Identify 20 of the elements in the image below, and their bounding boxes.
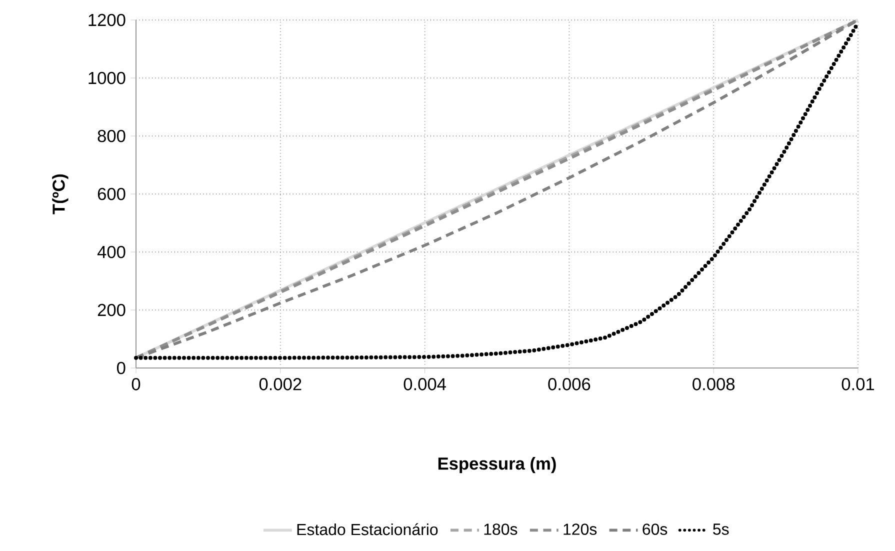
y-tick-label: 1000: [88, 72, 126, 84]
y-tick-label: 1200: [88, 14, 126, 26]
x-tick-label: 0: [132, 378, 140, 390]
y-axis-title: T(ºC): [52, 174, 68, 214]
x-tick-label: 0.004: [404, 378, 446, 390]
y-tick-label: 600: [98, 188, 126, 200]
y-tick-label: 400: [97, 246, 126, 258]
y-tick-label: 200: [98, 304, 126, 316]
x-tick-label: 0.01: [842, 378, 874, 390]
x-tick-label: 0.002: [259, 378, 302, 390]
legend-label: 5s: [713, 524, 729, 535]
y-tick-label: 0: [116, 362, 126, 374]
legend-label: Estado Estacionário: [297, 523, 438, 536]
legend-label: 120s: [564, 524, 597, 535]
x-tick-label: 0.006: [548, 378, 590, 390]
legend-label: 180s: [484, 524, 518, 535]
y-tick-label: 800: [98, 130, 126, 142]
legend-label: 60s: [642, 524, 668, 535]
x-axis-title: Espessura (m): [438, 457, 556, 474]
x-tick-label: 0.008: [692, 378, 735, 390]
